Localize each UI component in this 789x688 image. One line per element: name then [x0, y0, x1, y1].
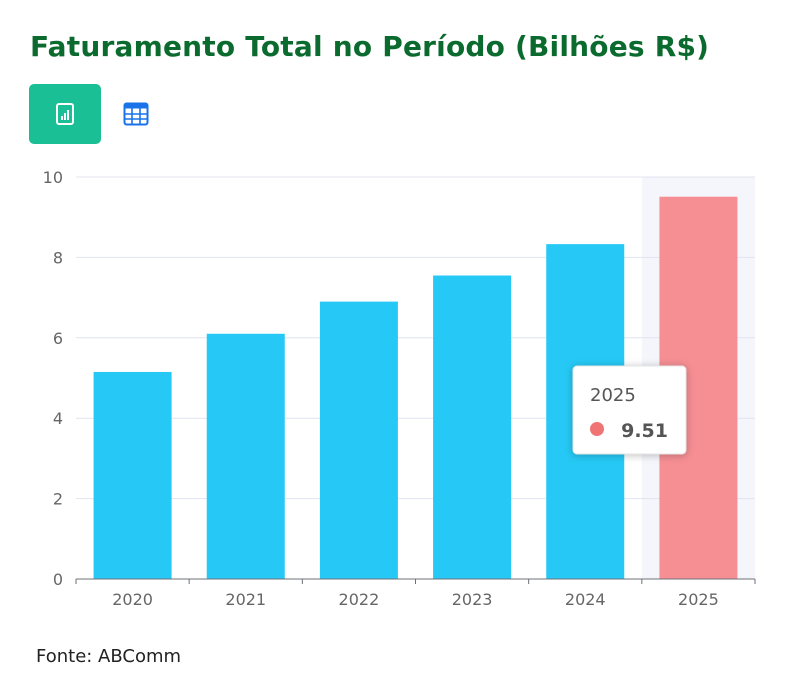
bar-2021: [206, 333, 285, 579]
x-tick-label: 2022: [339, 590, 380, 609]
y-tick-label: 2: [53, 490, 63, 509]
x-tick-label: 2021: [225, 590, 266, 609]
bar-chart: 0 2 4 6 8 10 2020 2021 2022 2023 2024 2025 2025 9.51: [43, 168, 756, 609]
y-tick-label: 10: [43, 168, 63, 187]
table-icon: [123, 102, 149, 126]
y-tick-label: 8: [53, 248, 63, 267]
x-tick-label: 2024: [565, 590, 606, 609]
chart-view-button[interactable]: [29, 84, 101, 144]
x-tick-label: 2020: [112, 590, 153, 609]
bar-chart-icon: [56, 103, 74, 125]
y-tick-label: 0: [53, 570, 63, 589]
source-note: Fonte: ABComm: [36, 646, 182, 667]
tooltip-marker: [590, 422, 604, 436]
bar-2020: [93, 371, 172, 579]
bar-2022: [319, 301, 398, 579]
bar-2023: [433, 275, 512, 579]
chart-title: Faturamento Total no Período (Bilhões R$…: [30, 30, 710, 63]
x-tick-label: 2025: [678, 590, 719, 609]
tooltip-year: 2025: [590, 385, 636, 406]
tooltip-value: 9.51: [621, 420, 668, 442]
y-tick-label: 6: [53, 329, 63, 348]
table-view-button[interactable]: [110, 90, 162, 138]
tooltip: 2025 9.51: [572, 365, 687, 455]
y-tick-label: 4: [53, 409, 63, 428]
x-tick-label: 2023: [452, 590, 493, 609]
